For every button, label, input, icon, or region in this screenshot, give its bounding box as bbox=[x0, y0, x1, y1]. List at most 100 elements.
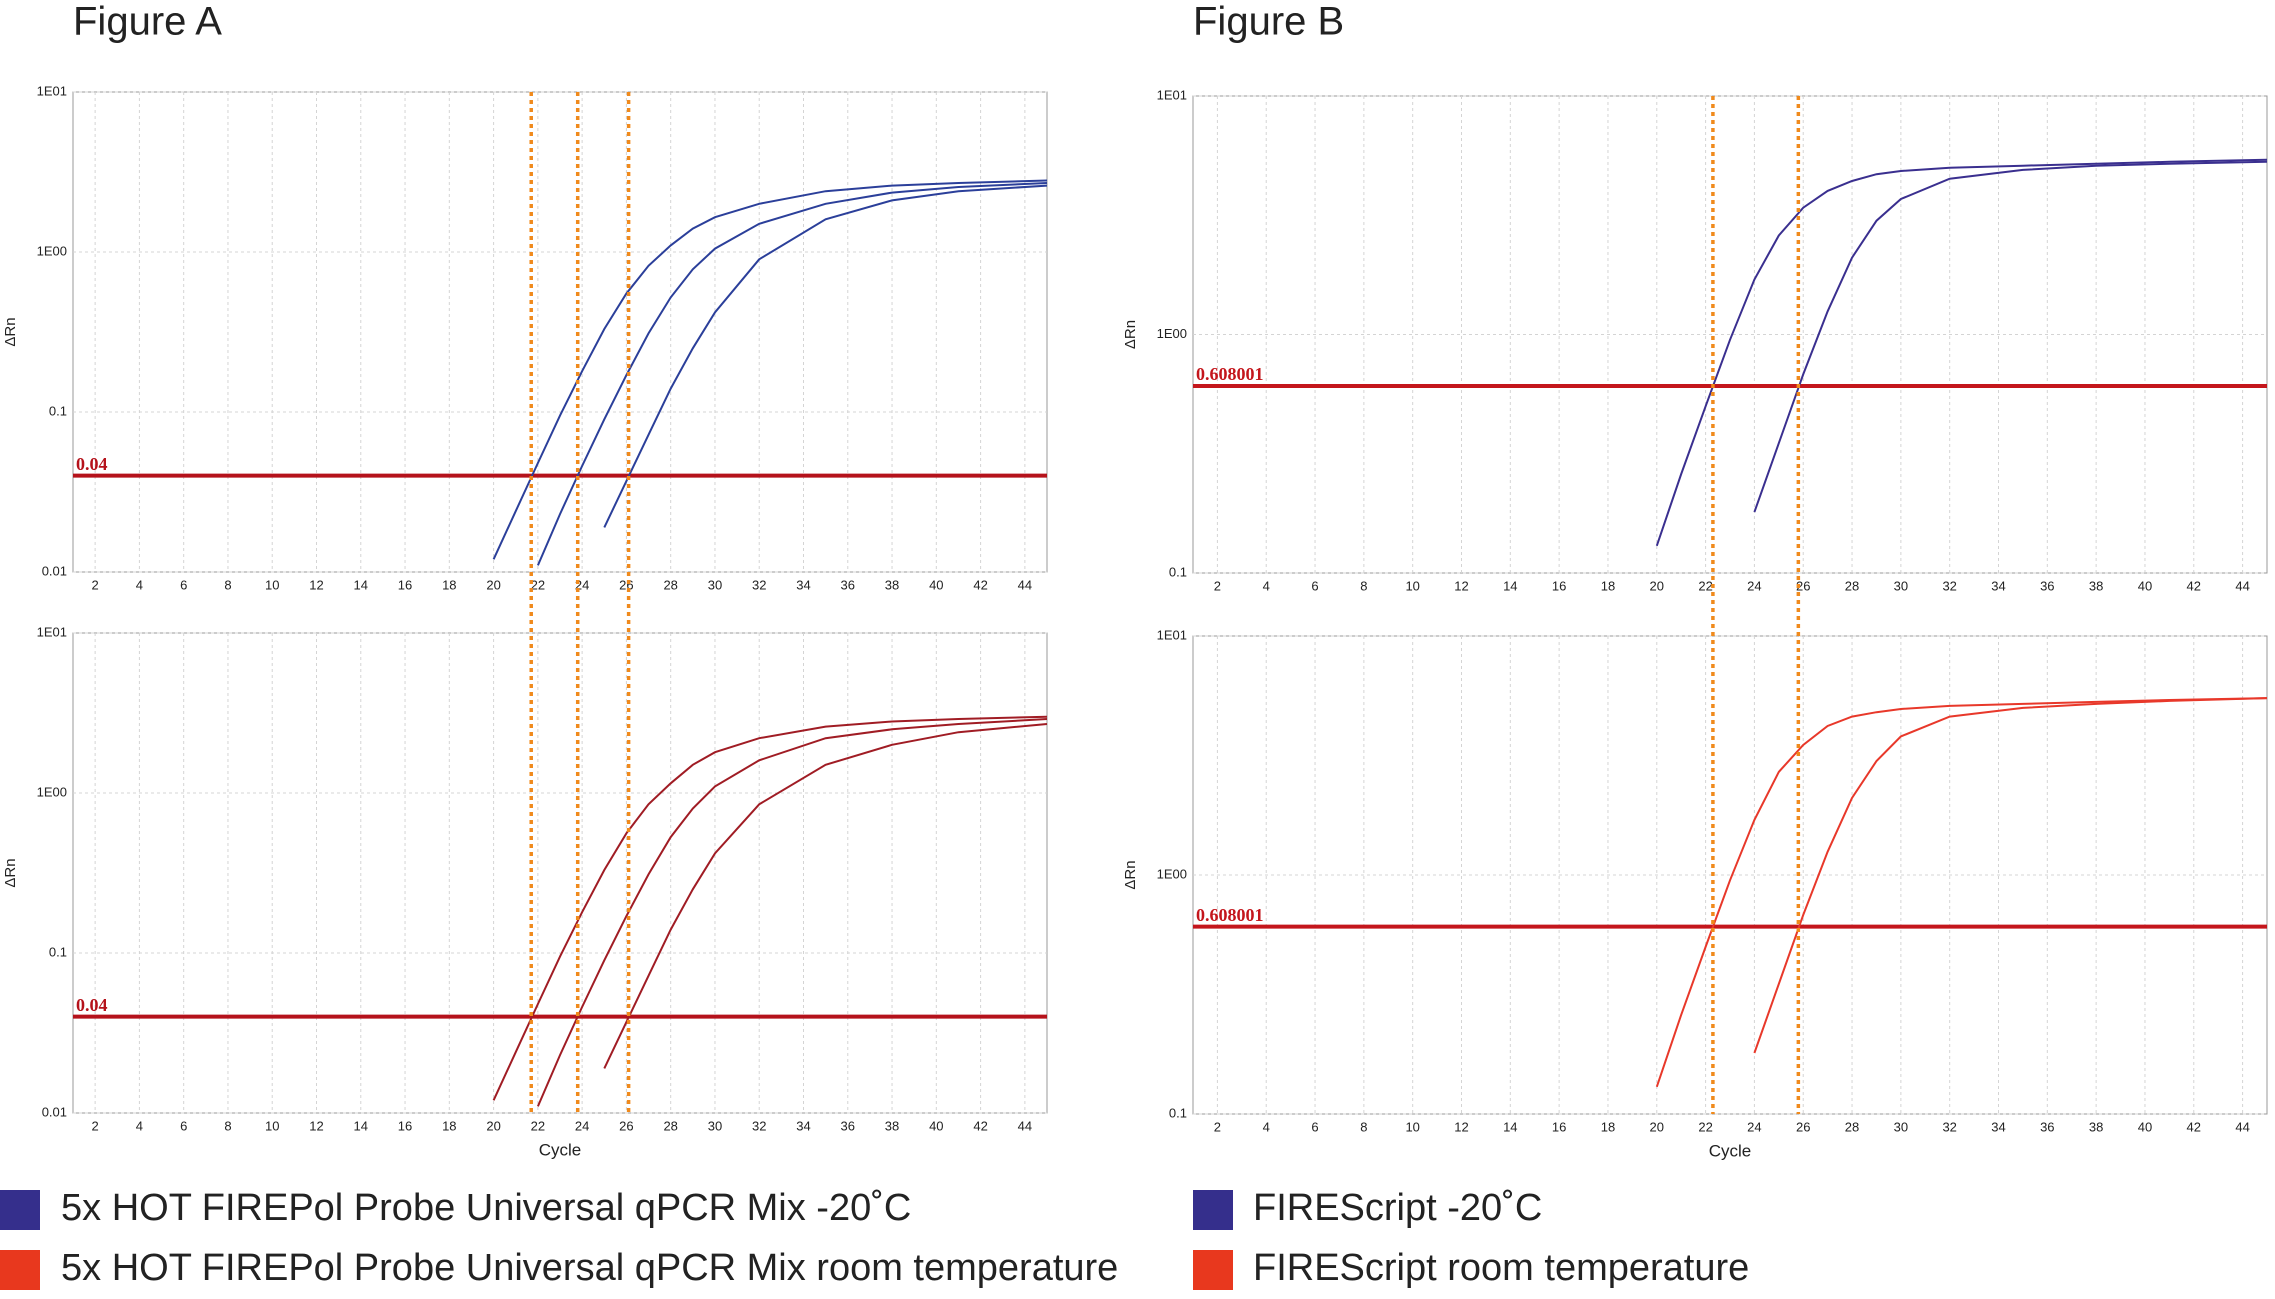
x-tick-label: 26 bbox=[1796, 1119, 1810, 1134]
y-axis-label: ΔRn bbox=[2, 317, 19, 346]
x-tick-label: 28 bbox=[1845, 1119, 1859, 1134]
x-tick-label: 2 bbox=[1214, 1119, 1221, 1134]
x-tick-label: 28 bbox=[1845, 578, 1859, 593]
x-tick-label: 36 bbox=[2040, 1119, 2054, 1134]
series-line bbox=[492, 179, 1048, 560]
y-tick-label: 1E01 bbox=[1157, 627, 1187, 642]
y-tick-label: 1E00 bbox=[37, 243, 67, 258]
x-tick-label: 4 bbox=[136, 577, 143, 592]
x-tick-label: 4 bbox=[1263, 578, 1270, 593]
x-tick-label: 24 bbox=[1747, 1119, 1761, 1134]
x-tick-label: 38 bbox=[885, 577, 899, 592]
y-tick-label: 0.1 bbox=[1169, 1105, 1187, 1120]
x-tick-label: 6 bbox=[180, 1118, 187, 1133]
y-tick-label: 1E01 bbox=[37, 624, 67, 639]
x-tick-label: 30 bbox=[1894, 578, 1908, 593]
x-tick-label: 38 bbox=[2089, 578, 2103, 593]
x-tick-label: 10 bbox=[1405, 578, 1419, 593]
x-tick-label: 40 bbox=[929, 577, 943, 592]
x-tick-label: 8 bbox=[224, 1118, 231, 1133]
x-tick-label: 40 bbox=[2138, 578, 2152, 593]
y-tick-label: 1E01 bbox=[37, 83, 67, 98]
x-tick-label: 28 bbox=[663, 1118, 677, 1133]
x-tick-label: 44 bbox=[1018, 577, 1032, 592]
x-tick-label: 44 bbox=[2235, 1119, 2249, 1134]
y-axis-label: ΔRn bbox=[1122, 320, 1139, 349]
series-line bbox=[536, 718, 1048, 1107]
x-tick-label: 20 bbox=[486, 1118, 500, 1133]
x-tick-label: 34 bbox=[796, 577, 810, 592]
x-tick-label: 44 bbox=[2235, 578, 2249, 593]
x-tick-label: 6 bbox=[1311, 1119, 1318, 1134]
x-tick-label: 22 bbox=[531, 1118, 545, 1133]
x-tick-label: 42 bbox=[973, 577, 987, 592]
x-tick-label: 16 bbox=[1552, 1119, 1566, 1134]
x-tick-label: 24 bbox=[1747, 578, 1761, 593]
x-tick-label: 16 bbox=[398, 1118, 412, 1133]
x-tick-label: 26 bbox=[619, 577, 633, 592]
legend-swatch bbox=[1193, 1250, 1233, 1290]
x-tick-label: 18 bbox=[1601, 578, 1615, 593]
plot-area bbox=[72, 632, 1048, 1114]
x-tick-label: 16 bbox=[1552, 578, 1566, 593]
x-tick-label: 36 bbox=[841, 577, 855, 592]
x-tick-label: 8 bbox=[224, 577, 231, 592]
x-tick-label: 24 bbox=[575, 1118, 589, 1133]
series-line bbox=[1655, 697, 2268, 1088]
x-tick-label: 36 bbox=[2040, 578, 2054, 593]
x-tick-label: 6 bbox=[180, 577, 187, 592]
x-tick-label: 34 bbox=[796, 1118, 810, 1133]
x-tick-label: 44 bbox=[1018, 1118, 1032, 1133]
x-tick-label: 8 bbox=[1360, 578, 1367, 593]
x-tick-label: 34 bbox=[1991, 1119, 2005, 1134]
x-tick-label: 40 bbox=[2138, 1119, 2152, 1134]
threshold-label: 0.04 bbox=[76, 995, 108, 1015]
series-line bbox=[536, 182, 1048, 566]
legend-label: FIREScript -20˚C bbox=[1253, 1187, 1542, 1229]
figure-title: Figure B bbox=[1193, 0, 1344, 44]
x-tick-label: 4 bbox=[1263, 1119, 1270, 1134]
x-tick-label: 18 bbox=[442, 1118, 456, 1133]
series-line bbox=[492, 715, 1048, 1101]
x-tick-label: 6 bbox=[1311, 578, 1318, 593]
x-tick-label: 38 bbox=[2089, 1119, 2103, 1134]
series-line bbox=[1753, 697, 2268, 1054]
legend-label: FIREScript room temperature bbox=[1253, 1247, 1749, 1289]
legend-swatch bbox=[0, 1250, 40, 1290]
legend-swatch bbox=[0, 1190, 40, 1230]
x-tick-label: 14 bbox=[1503, 578, 1517, 593]
plot-area bbox=[72, 91, 1048, 573]
x-tick-label: 40 bbox=[929, 1118, 943, 1133]
x-tick-label: 20 bbox=[1650, 578, 1664, 593]
x-tick-label: 2 bbox=[1214, 578, 1221, 593]
y-tick-label: 0.1 bbox=[49, 944, 67, 959]
y-tick-label: 0.1 bbox=[1169, 564, 1187, 579]
series-line bbox=[603, 184, 1048, 528]
threshold-label: 0.608001 bbox=[1196, 364, 1264, 384]
series-line bbox=[603, 723, 1048, 1069]
y-tick-label: 0.01 bbox=[42, 563, 67, 578]
legend-label: 5x HOT FIREPol Probe Universal qPCR Mix … bbox=[61, 1247, 1118, 1289]
x-tick-label: 16 bbox=[398, 577, 412, 592]
x-tick-label: 30 bbox=[708, 577, 722, 592]
x-tick-label: 26 bbox=[1796, 578, 1810, 593]
x-tick-label: 12 bbox=[309, 577, 323, 592]
x-tick-label: 2 bbox=[92, 577, 99, 592]
y-tick-label: 1E00 bbox=[1157, 326, 1187, 341]
x-tick-label: 22 bbox=[531, 577, 545, 592]
x-tick-label: 10 bbox=[1405, 1119, 1419, 1134]
x-tick-label: 2 bbox=[92, 1118, 99, 1133]
x-tick-label: 36 bbox=[841, 1118, 855, 1133]
x-tick-label: 22 bbox=[1698, 1119, 1712, 1134]
x-tick-label: 38 bbox=[885, 1118, 899, 1133]
x-tick-label: 18 bbox=[1601, 1119, 1615, 1134]
x-tick-label: 10 bbox=[265, 1118, 279, 1133]
y-tick-label: 1E00 bbox=[1157, 866, 1187, 881]
x-tick-label: 34 bbox=[1991, 578, 2005, 593]
x-tick-label: 28 bbox=[663, 577, 677, 592]
x-tick-label: 12 bbox=[1454, 578, 1468, 593]
x-tick-label: 30 bbox=[1894, 1119, 1908, 1134]
legend-swatch bbox=[1193, 1190, 1233, 1230]
x-tick-label: 30 bbox=[708, 1118, 722, 1133]
x-tick-label: 42 bbox=[2187, 578, 2201, 593]
